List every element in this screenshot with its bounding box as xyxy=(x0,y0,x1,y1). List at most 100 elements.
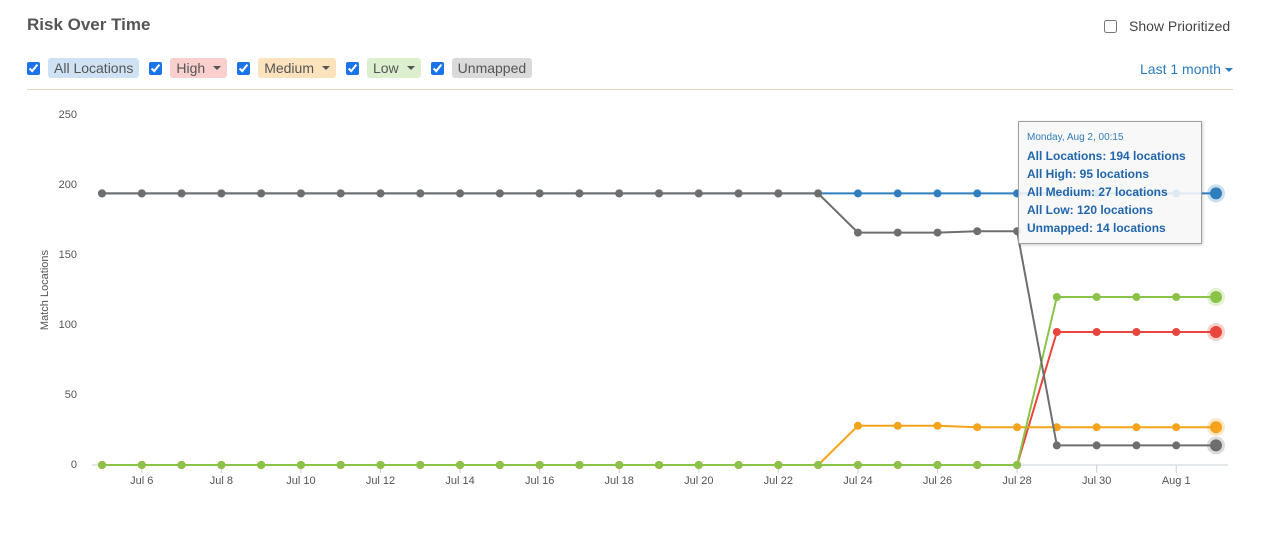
tooltip-line: All Locations: 194 locations xyxy=(1027,149,1186,163)
x-tick-label: Jul 20 xyxy=(684,475,713,487)
y-axis-title: Match Locations xyxy=(39,249,51,330)
y-tick-label: 250 xyxy=(59,109,77,121)
point xyxy=(694,189,703,198)
point xyxy=(1172,423,1181,432)
point xyxy=(933,421,942,430)
point xyxy=(973,189,982,198)
x-tick-label: Jul 24 xyxy=(843,475,872,487)
point xyxy=(1210,439,1222,452)
x-tick-label: Jul 6 xyxy=(130,475,153,487)
point xyxy=(535,461,544,469)
point xyxy=(1013,461,1022,469)
series-line xyxy=(102,296,1216,466)
x-tick-label: Jul 18 xyxy=(605,475,634,487)
point xyxy=(853,421,862,430)
point xyxy=(416,189,425,198)
point xyxy=(1172,328,1181,336)
point xyxy=(1210,326,1222,338)
series xyxy=(98,288,1225,469)
point xyxy=(1210,187,1222,200)
series-checkbox[interactable] xyxy=(430,61,444,75)
series-chip[interactable]: All Locations xyxy=(48,58,140,78)
point xyxy=(177,461,186,469)
series-chip[interactable]: Low xyxy=(366,58,421,78)
point xyxy=(98,189,106,198)
point xyxy=(296,461,305,469)
point xyxy=(1172,441,1181,450)
x-tick-label: Jul 12 xyxy=(366,475,395,487)
point xyxy=(336,461,345,469)
point xyxy=(495,461,504,469)
point xyxy=(893,228,902,237)
tooltip-line: Unmapped: 14 locations xyxy=(1027,221,1166,235)
point xyxy=(257,461,266,469)
point xyxy=(137,461,146,469)
point xyxy=(853,228,862,237)
point xyxy=(973,423,982,432)
point xyxy=(456,189,465,198)
point xyxy=(1210,421,1222,434)
checkbox[interactable] xyxy=(1104,19,1117,33)
series-filters: All Locations High Medium Low Unmapped xyxy=(27,58,542,78)
point xyxy=(1092,441,1101,450)
point xyxy=(893,189,902,198)
point xyxy=(217,189,226,198)
page-title: Risk Over Time xyxy=(27,15,151,34)
x-tick-label: Jul 30 xyxy=(1082,475,1111,487)
x-tick-label: Jul 16 xyxy=(525,475,554,487)
x-tick-label: Aug 1 xyxy=(1162,475,1191,487)
series-line xyxy=(102,424,1216,466)
point xyxy=(814,461,823,469)
point xyxy=(376,189,385,198)
tooltip-line: All Low: 120 locations xyxy=(1027,203,1154,217)
point xyxy=(1092,293,1101,301)
point xyxy=(615,461,624,469)
x-tick-label: Jul 22 xyxy=(764,475,793,487)
point xyxy=(1052,441,1061,450)
x-tick-label: Jul 26 xyxy=(923,475,952,487)
point xyxy=(535,189,544,198)
point xyxy=(973,461,982,469)
series-checkbox[interactable] xyxy=(27,61,40,75)
point xyxy=(853,461,862,469)
series-checkbox[interactable] xyxy=(149,61,163,75)
point xyxy=(655,461,663,469)
series-chip[interactable]: Medium xyxy=(258,58,336,78)
point xyxy=(456,461,465,469)
point xyxy=(1092,328,1101,336)
tooltip-line: All Medium: 27 locations xyxy=(1027,185,1168,199)
point xyxy=(655,189,663,198)
point xyxy=(98,461,106,469)
point xyxy=(1092,423,1101,432)
show-prioritized[interactable]: Show Prioritized xyxy=(1104,18,1230,34)
y-tick-label: 0 xyxy=(71,459,77,471)
tooltip-title: Monday, Aug 2, 00:15 xyxy=(1027,132,1124,143)
point xyxy=(774,461,783,469)
point xyxy=(814,189,823,198)
label: Show Prioritized xyxy=(1129,18,1231,34)
point xyxy=(1172,293,1181,301)
series xyxy=(98,189,1225,455)
separator xyxy=(27,89,1233,90)
point xyxy=(1210,291,1222,303)
point xyxy=(853,189,862,198)
x-tick-label: Jul 14 xyxy=(445,475,474,487)
range-dropdown[interactable]: Last 1 month xyxy=(1140,61,1233,77)
tooltip: Monday, Aug 2, 00:15 All Locations: 194 … xyxy=(1018,121,1202,244)
point xyxy=(137,189,146,198)
series-chip[interactable]: High xyxy=(170,58,228,78)
series-chip[interactable]: Unmapped xyxy=(451,58,533,78)
point xyxy=(257,189,266,198)
point xyxy=(615,189,624,198)
point xyxy=(336,189,345,198)
point xyxy=(694,461,703,469)
series-checkbox[interactable] xyxy=(237,61,251,75)
point xyxy=(1052,328,1061,336)
y-tick-label: 150 xyxy=(59,249,77,261)
point xyxy=(177,189,186,198)
point xyxy=(774,189,783,198)
point xyxy=(376,461,385,469)
series-checkbox[interactable] xyxy=(345,61,359,75)
